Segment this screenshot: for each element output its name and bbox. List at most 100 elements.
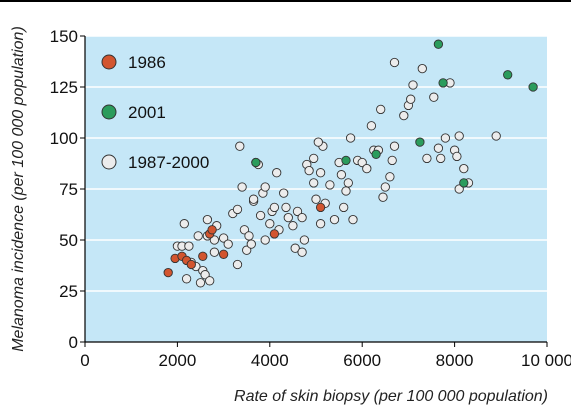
data-point [272,168,282,178]
x-axis-label: Rate of skin biopsy (per 100 000 populat… [234,388,548,405]
data-point [309,153,319,164]
data-point [218,249,229,259]
data-point [218,233,229,243]
data-point [491,131,501,141]
legend-label: 1986 [128,53,166,72]
data-points [163,39,538,288]
x-tick-label: 8000 [436,351,474,370]
data-point [283,212,293,223]
data-point [299,235,310,245]
data-point [438,78,448,88]
data-point [193,231,203,241]
y-axis-label: Melanoma incidence (per 100 000 populati… [10,26,27,352]
data-point [357,157,367,168]
legend-marker [101,104,117,120]
data-point [209,235,220,245]
data-point [235,141,245,151]
data-point [269,229,280,239]
data-point [260,235,270,245]
data-point [362,163,372,174]
y-tick-label: 0 [69,333,78,352]
data-point [341,155,351,166]
data-point [433,39,444,49]
data-point [429,92,439,102]
data-point [336,170,347,180]
data-point [205,276,215,286]
data-point [339,202,349,213]
y-tick-label: 50 [59,231,78,250]
top-rule [0,0,571,2]
data-point [417,63,427,74]
gridlines [85,35,547,292]
data-point [343,178,353,188]
data-point [459,163,469,174]
data-point [503,70,513,80]
data-point [345,133,356,143]
y-tick-label: 25 [59,282,78,301]
data-point [348,214,358,225]
x-tick-label: 6000 [343,351,381,370]
y-tick-label: 150 [50,27,78,46]
data-point [454,184,464,194]
data-point [325,180,335,190]
data-point [209,247,220,257]
data-point [260,182,270,192]
data-point [304,165,314,176]
data-point [433,143,444,153]
data-point [297,247,307,257]
data-point [184,241,194,251]
ticks: 0 25 50 75 100 125 150 0 2000 4000 6000 8000 10 000 [50,27,571,370]
data-point [385,172,395,182]
legend: 1986 2001 1987-2000 [101,53,209,172]
data-point [387,155,397,166]
data-point [248,194,259,204]
data-point [251,157,261,168]
data-point [288,221,298,231]
data-point [399,110,409,121]
data-point [313,137,323,147]
legend-marker [101,54,117,70]
data-point [376,104,386,115]
data-point [528,82,538,92]
data-point [181,274,192,284]
data-point [408,80,418,90]
data-point [290,243,300,253]
data-point [200,270,210,280]
data-point [202,214,213,225]
data-point [246,239,256,249]
data-point [366,121,377,131]
data-point [459,178,469,188]
data-point [329,214,340,225]
data-point [223,239,233,249]
y-tick-label: 75 [59,180,78,199]
x-tick-label: 2000 [158,351,196,370]
data-point [436,153,446,164]
data-point [378,192,388,202]
data-point [179,219,189,229]
data-point [292,206,303,217]
data-point [239,225,250,235]
legend-marker [101,154,117,170]
data-point [341,186,351,196]
x-tick-label: 0 [80,351,89,370]
x-tick-label: 10 000 [521,351,571,370]
data-point [265,219,275,229]
data-point [281,202,291,213]
data-point [242,245,252,255]
data-point [315,202,326,213]
data-point [269,202,280,213]
data-point [315,168,326,178]
y-tick-label: 125 [50,78,78,97]
data-point [195,278,206,288]
data-point [198,251,208,261]
legend-label: 2001 [128,103,166,122]
data-point [415,137,425,147]
data-point [207,225,217,235]
x-tick-label: 4000 [251,351,289,370]
data-point [244,231,254,241]
data-point [297,212,307,223]
data-point [311,194,321,204]
data-point [309,178,319,188]
